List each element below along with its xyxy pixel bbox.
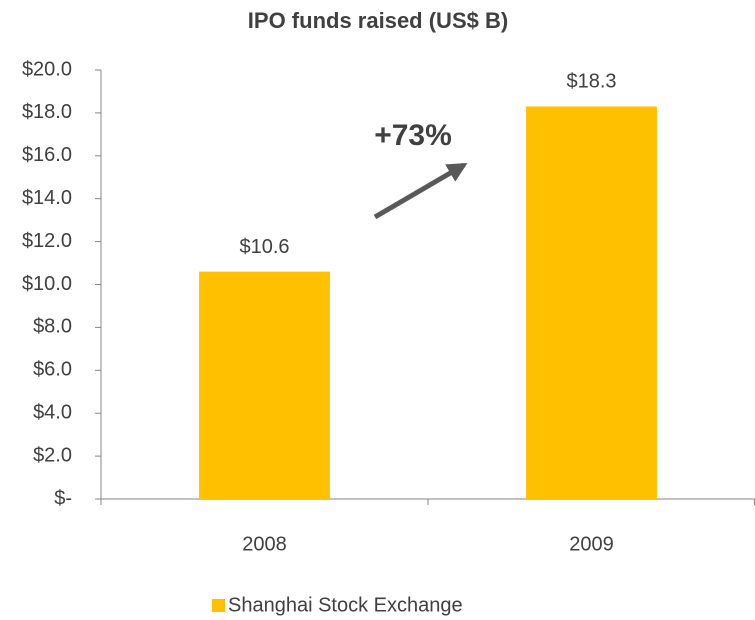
y-tick-label: $2.0 [33,444,72,466]
y-tick-label: $10.0 [22,273,72,295]
y-tick-label: $14.0 [22,187,72,209]
legend-swatch [212,599,225,612]
y-tick-label: $16.0 [22,144,72,166]
y-tick-label: $8.0 [33,316,72,338]
arrow [373,162,468,220]
y-tick-label: $6.0 [33,359,72,381]
bar [199,271,330,499]
value-label: $18.3 [566,71,616,93]
x-tick-label: 2008 [242,533,287,555]
legend-label: Shanghai Stock Exchange [228,594,463,616]
chart-title: IPO funds raised (US$ B) [248,8,508,33]
y-tick-label: $4.0 [33,401,72,423]
y-tick-label: $- [54,487,72,509]
annotation: +73% [374,119,452,152]
y-tick-label: $20.0 [22,58,72,80]
x-tick-label: 2009 [569,533,614,555]
y-tick-label: $12.0 [22,230,72,252]
value-label: $10.6 [239,236,289,258]
y-tick-label: $18.0 [22,101,72,123]
bar [526,106,657,499]
